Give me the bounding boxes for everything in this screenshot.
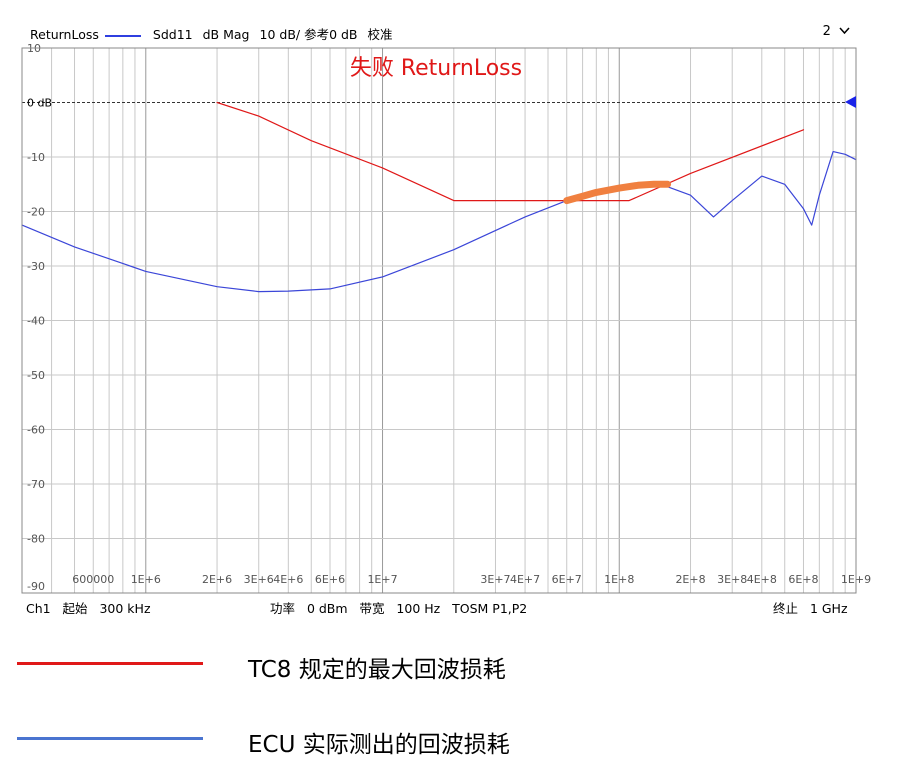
footer-stop: 终止 1 GHz (773, 598, 848, 617)
trace-color-swatch (104, 34, 141, 37)
trace-name[interactable]: ReturnLoss (30, 27, 99, 42)
x-tick-label: 1E+7 (367, 573, 397, 586)
trace-scale[interactable]: 10 dB/ 参考0 dB (259, 27, 358, 42)
stop-value[interactable]: 1 GHz (809, 601, 848, 616)
trace-param[interactable]: Sdd11 (152, 27, 193, 42)
series-line-1 (21, 151, 857, 293)
x-tick-label: 2E+6 (202, 573, 232, 586)
x-tick-label: 600000 (72, 573, 114, 586)
start-label: 起始 (62, 601, 88, 616)
cal-type[interactable]: TOSM P1,P2 (452, 601, 528, 616)
legend-swatch-tc8 (17, 662, 203, 665)
footer-mid: 功率 0 dBm 带宽 100 Hz TOSM P1,P2 (270, 598, 527, 617)
y-tick-label: -40 (27, 315, 45, 328)
cal-status: 校准 (367, 27, 393, 42)
x-tick-label: 6E+8 (788, 573, 818, 586)
legend-label-tc8: TC8 规定的最大回波损耗 (248, 657, 506, 683)
x-tick-label: 1E+6 (131, 573, 161, 586)
bw-value[interactable]: 100 Hz (396, 601, 441, 616)
y-tick-label: -30 (27, 260, 45, 273)
bw-label: 带宽 (359, 601, 385, 616)
x-tick-label: 3E+7 (480, 573, 510, 586)
trace-format[interactable]: dB Mag (202, 27, 250, 42)
chart-title: 失败 ReturnLoss (350, 56, 522, 81)
y-tick-label: -10 (27, 151, 45, 164)
y-tick-label: -80 (27, 533, 45, 546)
x-tick-label: 6E+6 (315, 573, 345, 586)
stop-label: 终止 (773, 601, 799, 616)
return-loss-chart: 100 dB-10-20-30-40-50-60-70-80-90 600000… (21, 42, 871, 594)
reference-marker-icon (845, 96, 856, 108)
chart-grid (22, 47, 856, 594)
series-line-0 (216, 101, 805, 202)
start-value[interactable]: 300 kHz (99, 601, 151, 616)
y-tick-label: -90 (27, 580, 45, 593)
channel-selector[interactable]: 2 (823, 24, 850, 39)
y-tick-label: 0 dB (27, 97, 52, 110)
x-tick-label: 4E+7 (510, 573, 540, 586)
channel-number: 2 (822, 24, 831, 39)
y-tick-label: -70 (27, 478, 45, 491)
x-tick-label: 4E+8 (747, 573, 777, 586)
x-tick-label: 2E+8 (675, 573, 705, 586)
footer-start: Ch1 起始 300 kHz (26, 598, 151, 617)
x-tick-label: 4E+6 (273, 573, 303, 586)
y-tick-label: -60 (27, 424, 45, 437)
x-tick-label: 3E+6 (244, 573, 274, 586)
legend-swatch-ecu (17, 737, 203, 740)
series-line-2 (563, 180, 672, 205)
y-tick-label: -50 (27, 369, 45, 382)
channel-label[interactable]: Ch1 (26, 601, 51, 616)
chart-series (21, 101, 857, 293)
legend-label-ecu: ECU 实际测出的回波损耗 (248, 732, 510, 758)
y-tick-label: -20 (27, 206, 45, 219)
x-tick-label: 1E+8 (604, 573, 634, 586)
y-axis-labels: 100 dB-10-20-30-40-50-60-70-80-90 (27, 42, 52, 593)
power-value[interactable]: 0 dBm (306, 601, 348, 616)
x-tick-label: 3E+8 (717, 573, 747, 586)
plot-frame (21, 47, 857, 594)
x-tick-label: 6E+7 (552, 573, 582, 586)
x-axis-labels: 600000 1E+6 2E+6 3E+6 4E+6 6E+6 1E+7 3E+7 4E+7 6E… (72, 573, 871, 586)
chevron-down-icon (839, 24, 850, 39)
power-label: 功率 (270, 601, 296, 616)
trace-header: ReturnLoss Sdd11 dB Mag 10 dB/ 参考0 dB 校准 (30, 24, 393, 43)
